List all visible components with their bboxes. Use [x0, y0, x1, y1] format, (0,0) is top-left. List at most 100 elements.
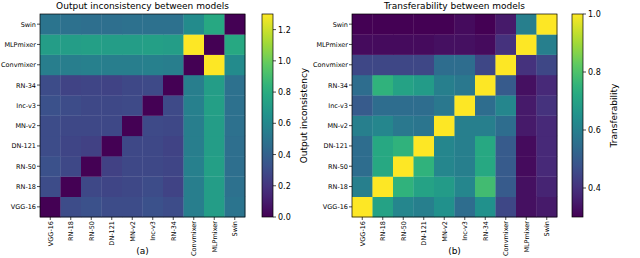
cell	[352, 136, 373, 157]
cell	[373, 136, 394, 157]
cell	[225, 176, 246, 197]
tick	[37, 24, 40, 25]
x-tick-label: Convmixer	[190, 221, 198, 256]
tick	[444, 217, 445, 220]
cell	[414, 136, 435, 157]
cell	[40, 156, 61, 177]
y-tick-label: Convmixer	[313, 61, 348, 69]
cell	[373, 55, 394, 76]
cell	[393, 136, 414, 157]
cell	[496, 116, 517, 137]
cell	[122, 95, 143, 116]
cell	[414, 34, 435, 55]
cell	[81, 95, 102, 116]
tick	[382, 217, 383, 220]
panel-label: (b)	[448, 246, 461, 256]
cell	[81, 14, 102, 35]
colorbar-tick-label: 1.0	[278, 57, 291, 66]
colorbar-tick-label: 0.8	[278, 88, 291, 97]
cell	[61, 75, 82, 96]
tick	[50, 217, 51, 220]
cell	[204, 176, 225, 197]
cell	[143, 176, 164, 197]
cell	[81, 156, 102, 177]
cell	[102, 95, 123, 116]
cell	[122, 176, 143, 197]
cell	[373, 34, 394, 55]
cell	[455, 156, 476, 177]
tick	[349, 85, 352, 86]
cell	[225, 75, 246, 96]
y-tick-label: MN-v2	[15, 122, 36, 130]
cell	[537, 34, 558, 55]
y-tick-label: Swin	[333, 21, 348, 29]
cell	[475, 14, 496, 35]
cell	[143, 14, 164, 35]
tick	[349, 166, 352, 167]
cell	[204, 55, 225, 76]
tick	[37, 44, 40, 45]
cell	[434, 55, 455, 76]
tick	[349, 105, 352, 106]
tick	[173, 217, 174, 220]
tick	[37, 206, 40, 207]
frame	[40, 14, 245, 217]
x-tick-label: Inc-v3	[461, 221, 469, 241]
y-tick-label: VGG-16	[323, 203, 348, 211]
tick	[37, 105, 40, 106]
cell	[122, 55, 143, 76]
cell	[516, 14, 537, 35]
cell	[40, 176, 61, 197]
cell	[496, 14, 517, 35]
cell	[496, 55, 517, 76]
colorbar-label: Output inconsistency	[299, 67, 309, 163]
x-tick-label: RN-18	[67, 221, 75, 241]
colorbar-tick	[273, 29, 276, 30]
x-tick-label: MN-v2	[441, 221, 449, 242]
cell	[163, 176, 184, 197]
cell	[393, 14, 414, 35]
cell	[537, 116, 558, 137]
cell	[102, 75, 123, 96]
y-tick-label: RN-50	[328, 163, 348, 171]
colorbar-tick	[273, 217, 276, 218]
cell	[225, 55, 246, 76]
tick	[70, 217, 71, 220]
cell	[352, 34, 373, 55]
y-tick-label: RN-50	[16, 163, 36, 171]
cell	[163, 197, 184, 218]
cell	[475, 136, 496, 157]
cell	[414, 176, 435, 197]
cell	[61, 95, 82, 116]
cell	[537, 156, 558, 177]
cell	[61, 136, 82, 157]
colorbar-tick-label: 1.0	[588, 10, 601, 19]
cell	[352, 14, 373, 35]
cell	[537, 14, 558, 35]
cell	[122, 197, 143, 218]
frame	[352, 14, 557, 217]
cell	[40, 197, 61, 218]
x-tick-label: RN-50	[88, 221, 96, 241]
colorbar-tick-label: 0.4	[278, 151, 291, 160]
cell	[204, 34, 225, 55]
cell	[516, 75, 537, 96]
cell	[434, 136, 455, 157]
cell	[61, 14, 82, 35]
cell	[475, 95, 496, 116]
cell	[475, 34, 496, 55]
cell	[143, 34, 164, 55]
cell	[434, 14, 455, 35]
tick	[349, 44, 352, 45]
cell	[373, 176, 394, 197]
y-tick-label: Swin	[21, 21, 36, 29]
cell	[143, 136, 164, 157]
tick	[111, 217, 112, 220]
cell	[81, 176, 102, 197]
y-tick-label: RN-18	[328, 183, 348, 191]
cell	[225, 34, 246, 55]
cell	[184, 95, 205, 116]
cell	[143, 75, 164, 96]
cell	[352, 116, 373, 137]
cell	[434, 95, 455, 116]
